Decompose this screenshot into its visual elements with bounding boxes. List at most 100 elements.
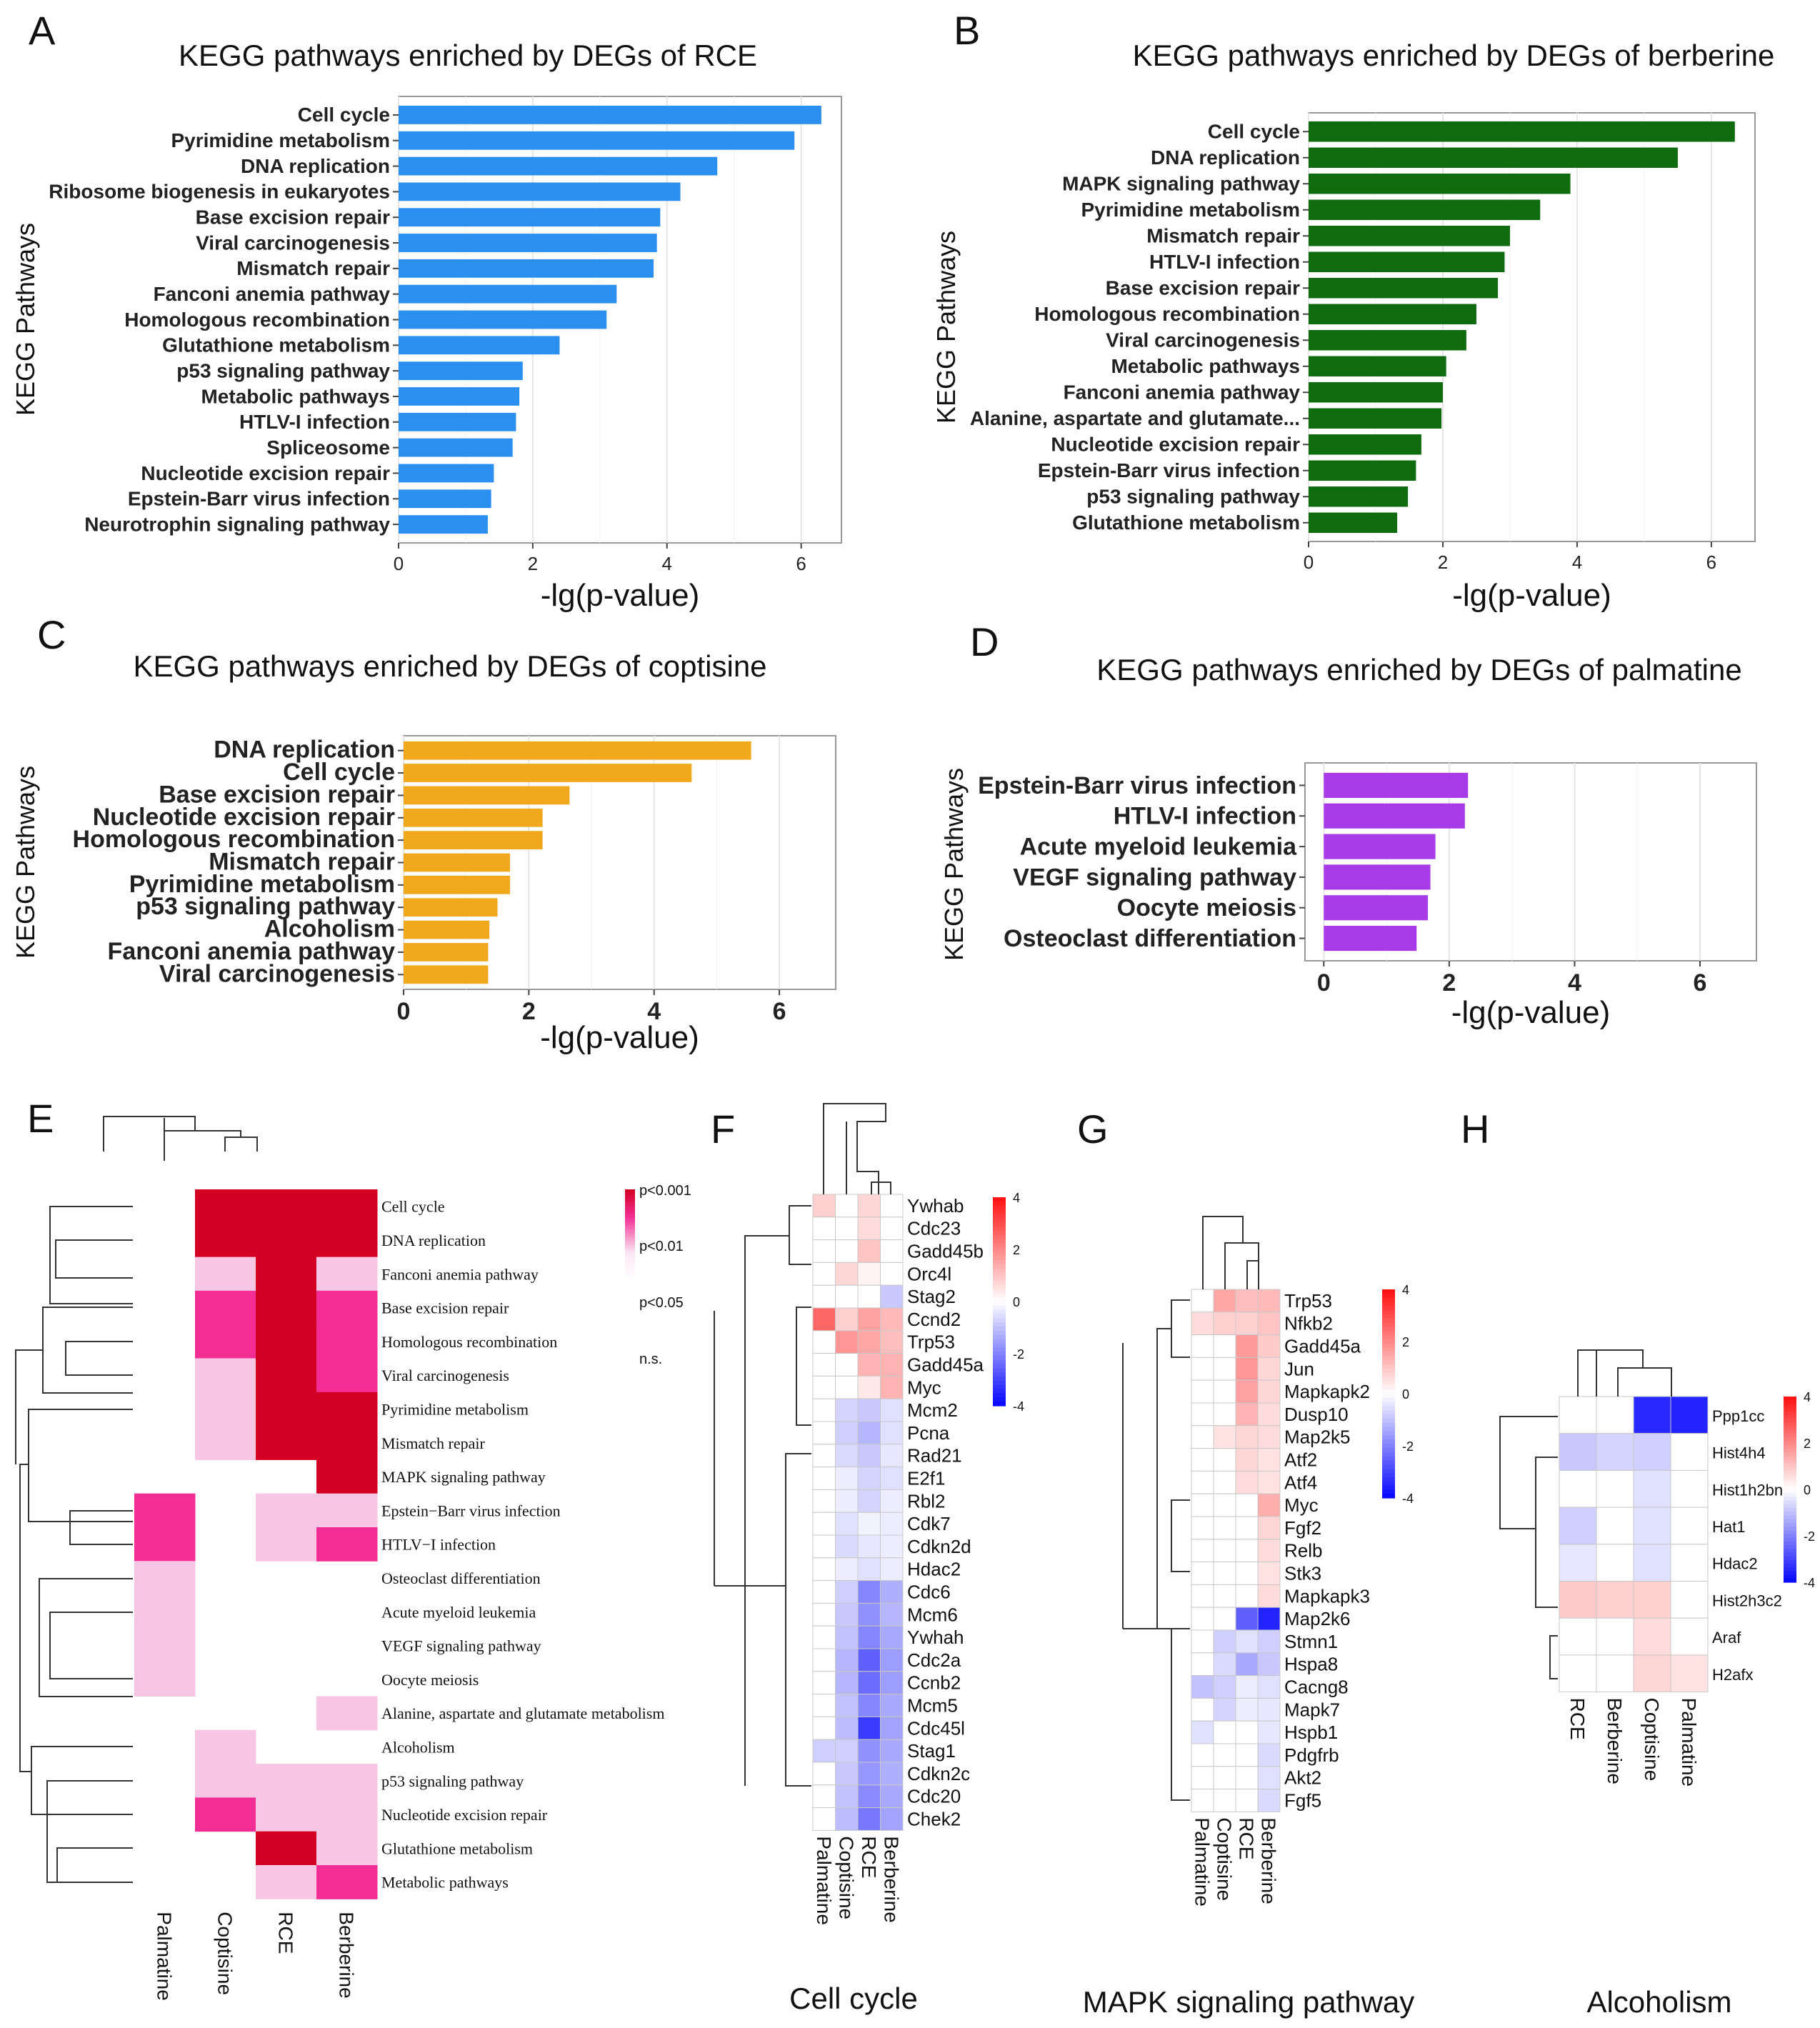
x-tick-label-d-2: 4: [1568, 969, 1581, 996]
legend-swatch-h: [1784, 1534, 1796, 1539]
bar-b-15: [1309, 486, 1409, 507]
legend-swatch-e: [625, 1253, 635, 1256]
chart-title-f: Cell cycle: [789, 1982, 918, 2015]
category-label-c-1: DNA replication: [214, 736, 395, 764]
cell-g-20-1: [1191, 1720, 1214, 1744]
legend-swatch-g: [1382, 1381, 1395, 1386]
cell-f-1-1: [812, 1194, 836, 1218]
category-label-c-4: Nucleotide excision repair: [93, 804, 395, 831]
category-label-d-1: Epstein-Barr virus infection: [978, 772, 1296, 799]
row-dendrogram-e-13: [15, 1349, 43, 1464]
cell-f-23-4: [880, 1694, 904, 1717]
col-label-e-4: Berberine: [336, 1912, 358, 1998]
cell-h-1-3: [1633, 1396, 1671, 1434]
legend-swatch-e: [625, 1217, 635, 1219]
cell-f-9-1: [812, 1375, 836, 1399]
legend-swatch-f: [993, 1226, 1006, 1232]
cell-g-14-4: [1257, 1584, 1281, 1608]
cell-g-4-4: [1257, 1357, 1281, 1381]
cell-g-2-3: [1235, 1312, 1259, 1336]
cell-f-18-2: [835, 1580, 859, 1604]
row-dendrogram-e-8: [49, 1612, 133, 1679]
cell-f-19-2: [835, 1602, 859, 1627]
cell-f-24-3: [857, 1716, 881, 1740]
bar-a-16: [399, 489, 491, 509]
gene-label-h-7: Araf: [1712, 1629, 1741, 1647]
cell-g-19-4: [1257, 1697, 1281, 1722]
legend-swatch-g: [1382, 1410, 1395, 1415]
legend-swatch-f: [993, 1222, 1006, 1227]
cell-e-1-3: [256, 1189, 317, 1224]
legend-swatch-e: [625, 1214, 635, 1217]
cell-h-7-4: [1670, 1617, 1709, 1656]
cell-f-24-1: [812, 1716, 836, 1740]
legend-swatch-g: [1382, 1310, 1395, 1315]
cell-f-15-1: [812, 1512, 836, 1536]
gene-label-f-3: Gadd45b: [907, 1241, 984, 1262]
cell-f-8-3: [857, 1353, 881, 1377]
category-label-a-11: p53 signaling pathway: [176, 359, 390, 381]
cell-f-23-1: [812, 1694, 836, 1717]
row-dendrogram-e-5: [28, 1409, 133, 1522]
legend-swatch-g: [1382, 1347, 1395, 1353]
cell-e-5-4: [316, 1324, 378, 1359]
cell-g-17-1: [1191, 1652, 1214, 1677]
legend-swatch-h: [1784, 1537, 1796, 1542]
legend-swatch-h: [1784, 1456, 1796, 1460]
legend-swatch-f: [993, 1209, 1006, 1214]
bar-b-5: [1309, 226, 1510, 246]
gene-label-g-10: Myc: [1284, 1494, 1319, 1516]
legend-swatch-h: [1784, 1567, 1796, 1572]
gene-label-g-18: Cacng8: [1284, 1677, 1349, 1698]
category-label-c-10: Fanconi anemia pathway: [108, 938, 396, 965]
cell-f-21-2: [835, 1648, 859, 1672]
cell-f-5-3: [857, 1284, 881, 1309]
x-tick-label-a-3: 6: [796, 553, 806, 574]
bar-d-1: [1324, 772, 1469, 798]
cell-g-14-3: [1235, 1584, 1259, 1608]
cell-h-8-3: [1633, 1654, 1671, 1693]
legend-label-e-3: p<0.05: [639, 1295, 684, 1311]
legend-swatch-e: [625, 1267, 635, 1270]
legend-swatch-g: [1382, 1352, 1395, 1357]
cell-g-18-2: [1213, 1675, 1236, 1699]
row-dendrogram-e-9: [31, 1746, 133, 1815]
bar-a-17: [399, 515, 488, 534]
bar-c-9: [404, 920, 490, 939]
cell-f-7-1: [812, 1330, 836, 1354]
bar-d-3: [1324, 834, 1436, 859]
category-label-a-15: Nucleotide excision repair: [141, 462, 390, 484]
cell-f-28-1: [812, 1807, 836, 1831]
panel-label-d: D: [970, 619, 999, 664]
legend-swatch-f: [993, 1318, 1006, 1323]
row-dendrogram-h-1: [1499, 1416, 1558, 1679]
legend-swatch-e: [625, 1244, 635, 1247]
legend-label-g-2: 2: [1402, 1335, 1409, 1349]
row-label-e-11: HTLV−I infection: [381, 1536, 496, 1554]
cell-g-22-3: [1235, 1766, 1259, 1790]
legend-swatch-f: [993, 1268, 1006, 1273]
cell-f-2-1: [812, 1217, 836, 1241]
bar-c-7: [404, 876, 511, 894]
cell-g-4-2: [1213, 1357, 1236, 1381]
panel-label-a: A: [29, 8, 56, 53]
col-dendrogram-g-2: [1243, 1242, 1259, 1289]
cell-e-10-3: [256, 1493, 317, 1528]
legend-swatch-g: [1382, 1322, 1395, 1328]
bar-b-11: [1309, 382, 1443, 403]
panel-label-g: G: [1077, 1107, 1109, 1152]
cell-g-10-4: [1257, 1493, 1281, 1517]
row-label-e-19: Nucleotide excision repair: [381, 1806, 548, 1824]
cell-f-25-4: [880, 1739, 904, 1763]
bar-b-4: [1309, 199, 1541, 220]
cell-g-23-3: [1235, 1789, 1259, 1812]
legend-label-g-1: 4: [1402, 1283, 1409, 1297]
cell-g-14-1: [1191, 1584, 1214, 1608]
cell-f-25-3: [857, 1739, 881, 1763]
cell-g-13-2: [1213, 1562, 1236, 1585]
legend-swatch-f: [993, 1372, 1006, 1377]
cell-e-5-3: [256, 1324, 317, 1359]
gene-label-f-13: E2f1: [907, 1468, 946, 1489]
row-dendrogram-f-1: [714, 1205, 811, 1786]
legend-swatch-h: [1784, 1493, 1796, 1497]
